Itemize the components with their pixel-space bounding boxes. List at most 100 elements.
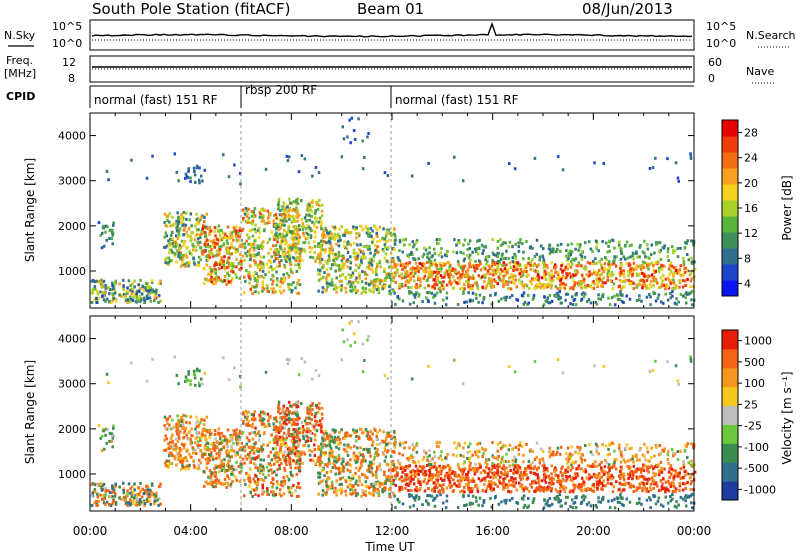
- power-cell: [319, 247, 323, 251]
- velocity-cell: [219, 463, 222, 467]
- velocity-cell: [201, 427, 205, 431]
- velocity-cell: [235, 432, 238, 436]
- velocity-cell: [201, 430, 204, 434]
- power-cell: [205, 212, 209, 216]
- power-cell: [208, 255, 212, 259]
- power-cell: [235, 229, 238, 233]
- power-cell: [686, 239, 689, 243]
- velocity-cell: [102, 482, 106, 486]
- velocity-cell: [193, 441, 197, 445]
- power-cell: [632, 257, 635, 261]
- power-cell: [556, 155, 560, 159]
- power-cell: [244, 279, 247, 283]
- velocity-cell: [217, 427, 221, 431]
- power-cell: [601, 292, 605, 296]
- power-cell: [222, 263, 226, 267]
- velocity-cell: [198, 384, 201, 388]
- velocity-cell: [212, 441, 216, 445]
- power-cell: [262, 262, 265, 266]
- power-cell: [294, 245, 297, 249]
- power-cell: [218, 263, 222, 267]
- power-cell: [360, 280, 364, 284]
- power-cell: [271, 244, 275, 248]
- power-cell: [310, 210, 314, 214]
- power-cell: [646, 276, 649, 280]
- power-cell: [259, 275, 263, 279]
- power-cell: [448, 268, 451, 272]
- velocity-cell: [340, 491, 343, 495]
- velocity-cell: [349, 458, 352, 462]
- velocity-cell: [321, 489, 325, 493]
- velocity-cell: [193, 376, 197, 380]
- power-cell: [203, 215, 206, 219]
- power-cell: [324, 226, 327, 230]
- power-cell: [602, 276, 605, 280]
- velocity-cell: [237, 441, 240, 445]
- power-cell: [297, 263, 300, 267]
- power-cell: [517, 241, 520, 245]
- power-cell: [401, 267, 404, 271]
- power-cell: [334, 236, 337, 240]
- velocity-cell: [267, 469, 271, 473]
- power-cell: [287, 213, 291, 217]
- power-cell: [340, 286, 344, 290]
- power-cell: [234, 251, 237, 254]
- power-cell: [434, 270, 438, 274]
- velocity-cell: [282, 404, 286, 408]
- power-cell: [140, 297, 143, 301]
- power-cell: [445, 283, 449, 287]
- power-cell: [606, 275, 610, 279]
- power-cell: [266, 221, 269, 225]
- power-cell: [356, 243, 359, 247]
- velocity-cell: [225, 463, 229, 467]
- power-cell: [516, 261, 519, 265]
- power-cell: [284, 235, 287, 239]
- power-cell: [308, 218, 312, 222]
- power-cell: [90, 291, 94, 295]
- velocity-cell: [353, 430, 357, 434]
- velocity-cell: [261, 489, 264, 492]
- power-cell: [311, 220, 314, 224]
- power-cell: [282, 212, 285, 216]
- velocity-cell: [246, 415, 250, 419]
- power-cell: [274, 233, 278, 237]
- power-cell: [583, 255, 587, 259]
- power-cell: [133, 293, 136, 297]
- velocity-cell: [359, 453, 363, 457]
- velocity-cell: [176, 440, 180, 443]
- power-cell: [646, 256, 650, 260]
- velocity-cell: [169, 427, 173, 431]
- power-cell: [253, 239, 256, 243]
- power-cell: [375, 288, 379, 292]
- power-cell: [150, 279, 154, 283]
- velocity-cell: [234, 434, 238, 438]
- power-cell: [489, 277, 493, 281]
- power-cell: [539, 286, 542, 290]
- power-cell: [625, 240, 629, 244]
- power-cell: [102, 298, 106, 302]
- power-cell: [560, 264, 563, 268]
- power-cell: [572, 258, 576, 262]
- velocity-cell: [178, 450, 182, 454]
- velocity-cell: [368, 447, 371, 451]
- power-cell: [583, 280, 586, 284]
- power-cell: [274, 253, 278, 257]
- velocity-cell: [275, 440, 279, 444]
- power-cell: [582, 291, 585, 295]
- power-cell: [520, 270, 524, 274]
- power-cell: [485, 262, 488, 266]
- velocity-cell: [377, 490, 380, 494]
- power-cell: [508, 162, 511, 165]
- velocity-cell: [296, 451, 299, 455]
- velocity-cell: [295, 462, 298, 466]
- power-cell: [484, 245, 488, 249]
- power-cell: [375, 273, 378, 277]
- power-cell: [672, 251, 675, 255]
- power-cell: [236, 249, 240, 253]
- power-cell: [328, 240, 331, 244]
- power-cell: [102, 291, 105, 295]
- velocity-cell: [188, 421, 191, 425]
- power-cell: [263, 222, 267, 225]
